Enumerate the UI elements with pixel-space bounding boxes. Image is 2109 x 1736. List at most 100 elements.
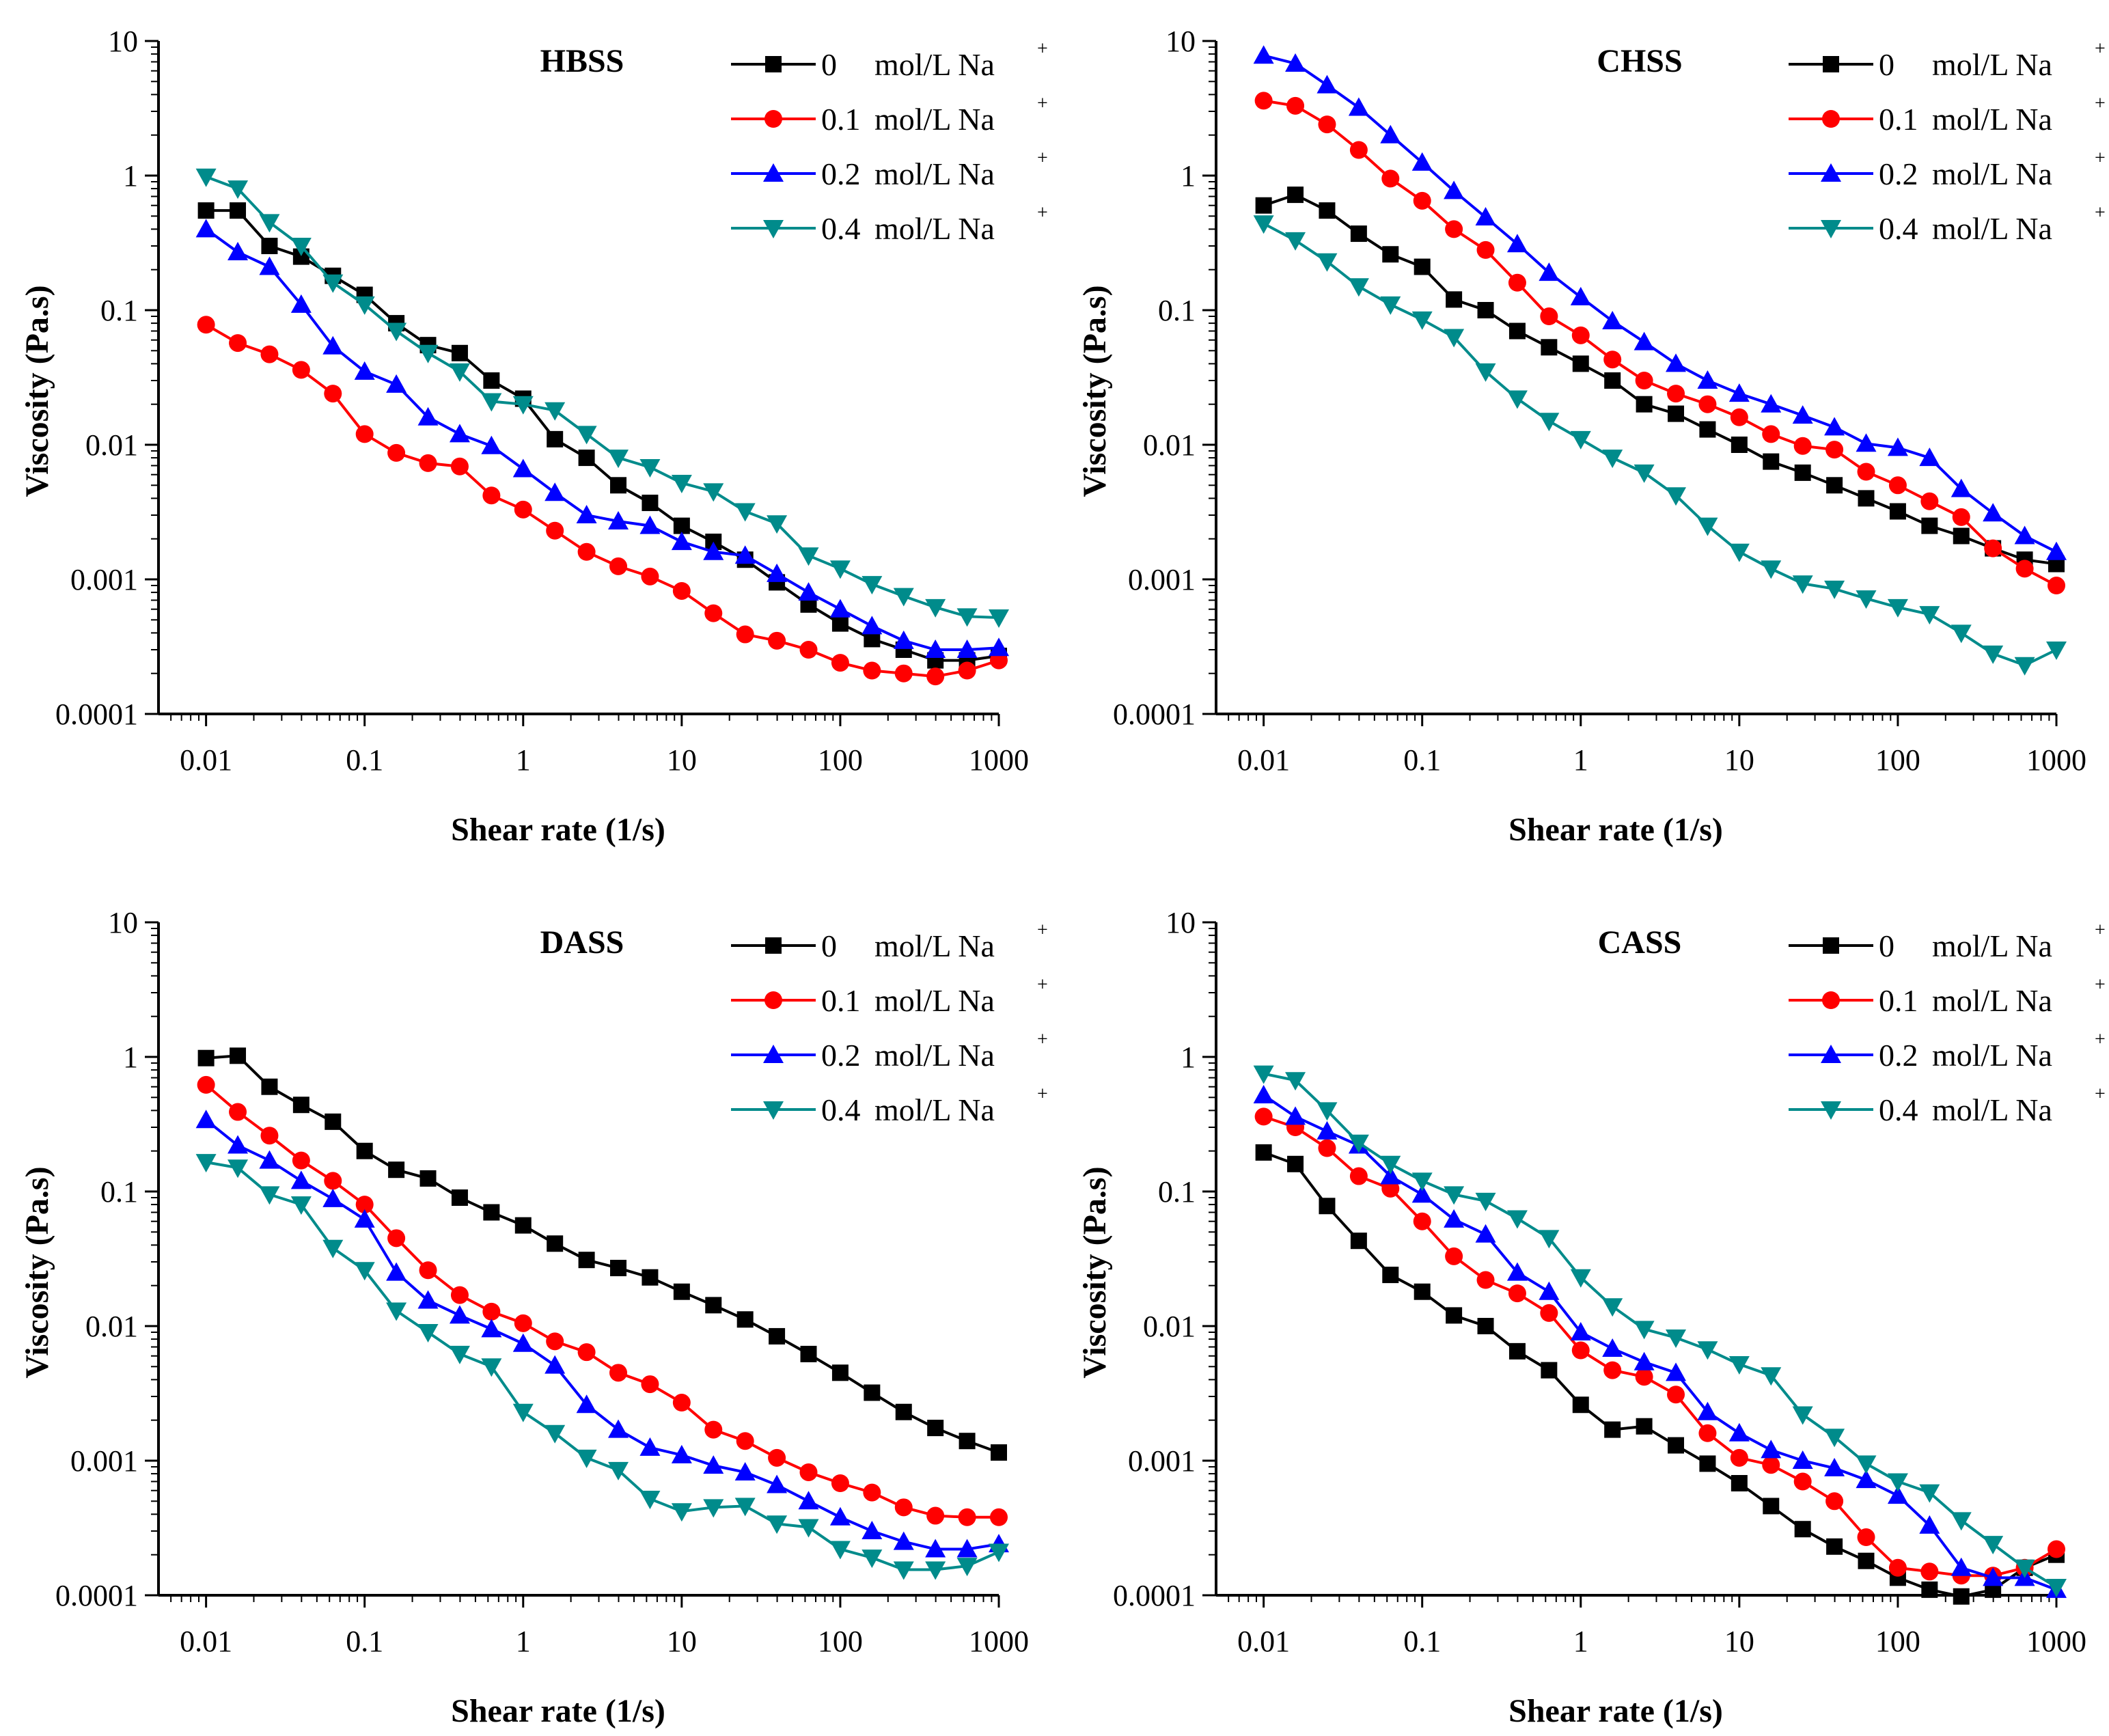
data-point [1349,1167,1368,1185]
data-point [925,639,946,659]
axes: 0.01 0.1 1 10 100 1000 0.0001 0.001 0.01 0.1 1 10 [55,906,1029,1658]
data-point [1446,1307,1463,1324]
data-point [829,1506,851,1526]
data-point [734,545,756,564]
data-point [925,598,946,618]
y-tick-label: 0.1 [1158,294,1196,327]
data-point [197,1075,215,1094]
data-point [1444,1209,1465,1228]
data-point [1762,425,1780,443]
data-point [1728,543,1750,562]
data-point [388,1161,405,1179]
legend-entry: 0.4 mol/L Na + [1789,202,2106,246]
data-point [1381,169,1400,188]
data-point [1728,1355,1750,1375]
data-point [1761,1439,1782,1459]
series-0 [1255,1144,2065,1605]
data-point [1794,1521,1811,1538]
data-point [1889,503,1906,520]
data-point [1953,527,1970,545]
legend-entry: 0.1 mol/L Na + [731,93,1048,137]
legend-marker [1821,163,1841,182]
data-point [290,1196,312,1215]
legend-unit: mol/L Na [874,1038,995,1073]
y-tick-label: 1 [123,159,138,193]
legend-value: 0.1 [1879,102,1918,137]
data-point [1666,353,1687,372]
data-point [1603,350,1622,369]
data-point [354,1209,375,1228]
x-tick-label: 0.01 [1237,1625,1290,1658]
data-point [608,511,629,530]
x-tick-label: 0.01 [180,743,232,777]
legend-unit-superscript: + [2095,920,2106,941]
data-point [736,1432,754,1450]
legend-marker [763,163,784,182]
x-tick-label: 1 [516,743,531,777]
data-point [1984,539,2002,557]
data-point [1287,1155,1304,1172]
data-point [893,588,914,607]
data-point [1604,372,1621,389]
data-point [195,219,217,238]
data-point [512,1333,534,1352]
data-point [609,557,628,575]
data-point [259,214,280,233]
data-point [419,1261,437,1280]
legend-marker [1821,1045,1841,1063]
data-point [1539,1230,1560,1249]
legend-unit-superscript: + [1037,920,1048,941]
data-point [354,296,375,315]
data-point [259,256,280,275]
x-axis-label: Shear rate (1/s) [451,1693,665,1729]
data-point [1888,1558,1907,1577]
data-point [1983,1536,2004,1555]
legend-unit-superscript: + [2095,148,2106,169]
data-point [608,1461,629,1480]
data-point [451,344,468,361]
data-point [450,457,469,476]
data-point [481,1319,502,1338]
data-point [1348,97,1369,116]
y-tick-label: 0.001 [1128,1444,1196,1478]
data-point [1253,1084,1274,1103]
data-point [639,458,661,478]
data-point [1888,476,1907,495]
y-tick-label: 1 [123,1041,138,1074]
legend-unit: mol/L Na [874,211,995,246]
data-point [325,1113,342,1130]
legend-entry: 0.4 mol/L Na + [731,202,1048,246]
data-point [1857,463,1875,481]
data-point [546,1332,564,1351]
data-point [1253,215,1274,234]
legend-unit-superscript: + [1037,1084,1048,1105]
data-point [1953,1588,1970,1605]
data-point [417,407,439,426]
data-point [1540,307,1558,326]
y-tick-label: 0.1 [100,294,138,327]
data-point [1761,560,1782,579]
data-point [386,1302,407,1321]
legend-marker [1822,110,1840,128]
x-tick-label: 100 [818,1625,863,1658]
legend-unit: mol/L Na [1932,47,2052,82]
data-point [260,1127,279,1145]
data-point [768,631,786,650]
data-point [1539,262,1560,281]
series-line [1263,1072,2058,1588]
x-tick-label: 0.01 [180,1625,232,1658]
data-point [1602,450,1623,469]
data-point [512,458,534,478]
data-point [608,450,629,469]
y-axis-label: Viscosity (Pa.s) [19,285,55,497]
data-point [958,1508,976,1526]
panel-title: HBSS [540,43,624,79]
data-point [481,1358,502,1377]
data-point [672,1394,691,1412]
data-point [417,1324,439,1343]
series-0.2 [1253,1084,2067,1598]
data-point [639,1490,661,1509]
data-point [449,1305,470,1324]
legend-unit: mol/L Na [1932,211,2052,246]
y-tick-label: 0.001 [70,1444,138,1478]
